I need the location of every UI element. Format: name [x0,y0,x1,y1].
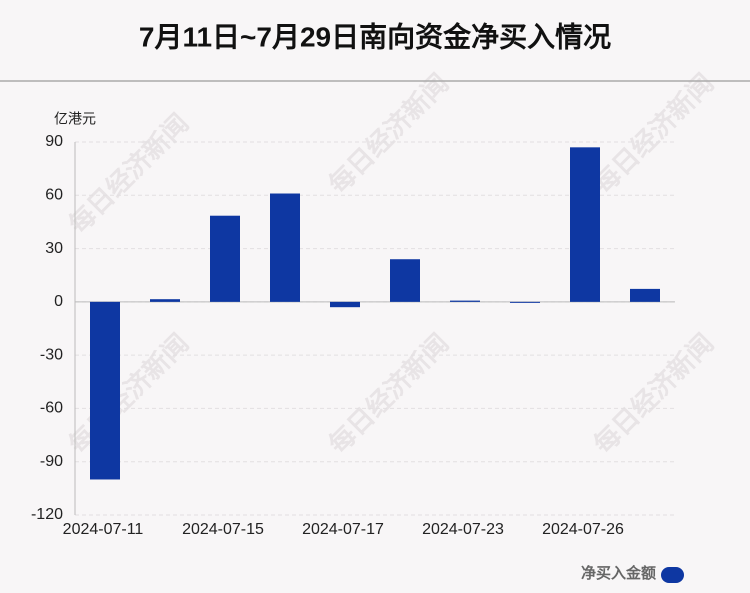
bar [330,301,360,308]
y-unit: 亿港元 [54,111,96,127]
legend-label: 净买入金额 [581,564,656,582]
y-tick-label: -120 [31,506,63,523]
bar [570,147,600,302]
watermark: 每日经济新闻 [588,68,720,200]
y-tick-label: 90 [45,133,63,150]
y-tick-label: -60 [40,400,63,417]
watermark: 每日经济新闻 [588,328,720,460]
watermark: 每日经济新闻 [323,328,455,460]
y-tick-label: -90 [40,453,63,470]
bar [150,299,180,302]
bar [450,300,480,302]
chart-title: 7月11日~7月29日南向资金净买入情况 [139,20,611,52]
watermark: 每日经济新闻 [323,68,455,200]
bar [630,288,660,302]
x-tick-label: 2024-07-23 [422,521,504,538]
bar [90,301,120,480]
bar [210,215,240,302]
bar [270,193,300,302]
bar [390,259,420,302]
y-tick-label: 0 [54,293,63,310]
x-tick-label: 2024-07-26 [542,521,624,538]
x-tick-label: 2024-07-11 [63,521,144,538]
y-tick-label: 30 [45,240,63,257]
y-tick-label: -30 [40,346,63,363]
y-tick-label: 60 [45,187,63,204]
bar [510,301,540,303]
watermark: 每日经济新闻 [63,328,195,460]
legend-swatch [661,567,684,583]
x-tick-label: 2024-07-15 [182,521,264,538]
x-tick-label: 2024-07-17 [302,521,384,538]
watermark: 每日经济新闻 [63,108,195,240]
